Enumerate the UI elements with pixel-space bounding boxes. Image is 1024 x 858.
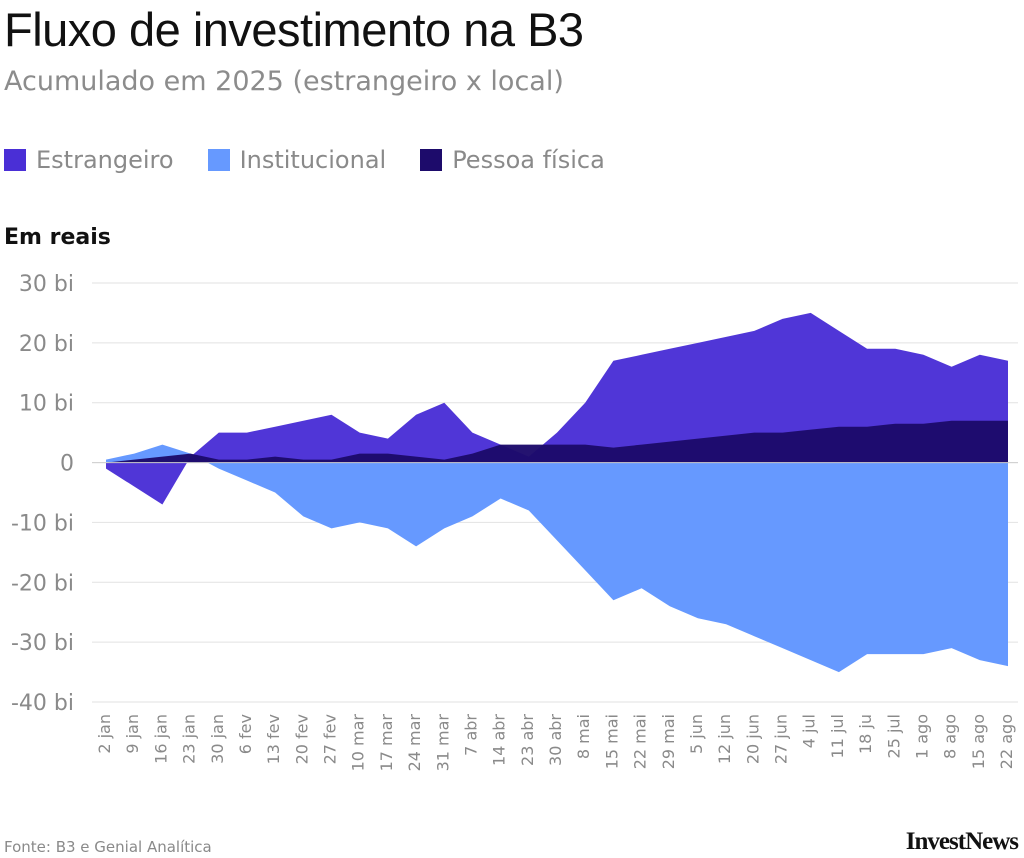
x-tick-label: 1 ago	[912, 714, 931, 759]
x-tick-label: 30 abr	[546, 714, 565, 766]
x-tick-label: 20 fev	[292, 714, 311, 764]
x-tick-label: 9 jan	[123, 714, 142, 754]
unit-label: Em reais	[4, 225, 111, 250]
x-tick-label: 5 jun	[687, 714, 706, 754]
x-tick-label: 12 jun	[715, 714, 734, 764]
legend: Estrangeiro Institucional Pessoa física	[4, 146, 639, 174]
x-tick-label: 29 mai	[659, 714, 678, 769]
chart-subtitle: Acumulado em 2025 (estrangeiro x local)	[4, 66, 564, 97]
legend-swatch-institucional	[207, 149, 230, 171]
area-layer	[92, 312, 1018, 673]
area-institucional	[106, 444, 1008, 673]
x-tick-label: 15 ago	[969, 714, 988, 769]
x-tick-label: 6 fev	[236, 714, 255, 754]
x-tick-label: 14 abr	[490, 714, 509, 766]
x-tick-label: 27 jun	[772, 714, 791, 764]
x-tick-label: 22 mai	[631, 714, 650, 769]
x-tick-label: 8 mai	[574, 714, 593, 759]
x-tick-label: 13 fev	[264, 714, 283, 764]
x-tick-label: 8 ago	[941, 714, 960, 759]
x-axis: 2 jan 9 jan 16 jan 23 jan 30 jan 6 fev 13 fev 2…	[95, 714, 1016, 772]
x-tick-label: 31 mar	[433, 714, 452, 772]
legend-label-pessoa-fisica: Pessoa física	[452, 146, 605, 174]
legend-item-institucional: Institucional	[207, 146, 387, 174]
y-tick-label: -40 bi	[11, 691, 74, 716]
x-tick-label: 22 ago	[997, 714, 1016, 769]
legend-swatch-pessoa-fisica	[420, 149, 443, 171]
x-tick-label: 24 mar	[405, 714, 424, 772]
x-tick-label: 7 abr	[461, 714, 480, 756]
x-tick-label: 20 jun	[743, 714, 762, 764]
x-tick-label: 27 fev	[321, 714, 340, 764]
y-tick-label: -20 bi	[11, 571, 74, 596]
x-tick-label: 25 jul	[884, 714, 903, 758]
x-tick-label: 18 ju	[856, 714, 875, 754]
x-tick-label: 23 jan	[180, 714, 199, 764]
x-tick-label: 23 abr	[518, 714, 537, 766]
x-tick-label: 17 mar	[377, 714, 396, 772]
area-pessoa-fisica	[106, 420, 1008, 463]
legend-item-estrangeiro: Estrangeiro	[4, 146, 174, 174]
legend-label-institucional: Institucional	[239, 146, 387, 174]
area-chart: 30 bi 20 bi 10 bi 0 -10 bi -20 bi -30 bi -40 bi…	[11, 272, 1018, 772]
x-tick-label: 11 jul	[828, 714, 847, 758]
x-tick-label: 30 jan	[208, 714, 227, 764]
x-tick-label: 2 jan	[95, 714, 114, 754]
y-tick-label: 30 bi	[19, 272, 74, 297]
y-tick-label: 10 bi	[19, 392, 74, 417]
x-tick-label: 10 mar	[349, 714, 368, 772]
y-tick-label: 20 bi	[19, 332, 74, 357]
source-note: Fonte: B3 e Genial Analítica	[4, 838, 212, 856]
x-tick-label: 4 jul	[800, 714, 819, 748]
chart-title: Fluxo de investimento na B3	[4, 3, 584, 56]
legend-label-estrangeiro: Estrangeiro	[36, 146, 174, 174]
y-tick-label: 0	[60, 452, 74, 477]
y-tick-label: -10 bi	[11, 511, 74, 536]
brand-logo: InvestNews	[905, 828, 1019, 855]
x-tick-label: 15 mai	[602, 714, 621, 769]
y-axis: 30 bi 20 bi 10 bi 0 -10 bi -20 bi -30 bi -40 bi	[11, 272, 74, 716]
legend-item-pessoa-fisica: Pessoa física	[420, 146, 605, 174]
y-tick-label: -30 bi	[11, 631, 74, 656]
x-tick-label: 16 jan	[151, 714, 170, 764]
legend-swatch-estrangeiro	[4, 149, 26, 171]
